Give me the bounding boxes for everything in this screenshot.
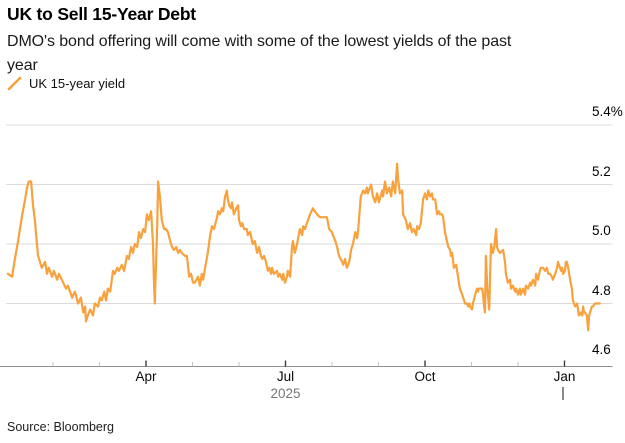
yield-line <box>6 162 601 332</box>
x-tick-label-Jan: Jan <box>553 369 576 384</box>
year-boundary-tick <box>562 387 564 400</box>
x-tick-label-Jul: Jul <box>276 369 295 384</box>
legend: UK 15-year yield <box>7 76 125 91</box>
legend-line-marker-icon <box>7 76 22 91</box>
x-tick-label-Apr: Apr <box>135 369 157 384</box>
y-tick-label-4.8: 4.8 <box>592 282 611 298</box>
x-axis-year-label: 2025 <box>270 386 301 401</box>
y-tick-label-4.6: 4.6 <box>592 342 611 357</box>
x-tick-label-Oct: Oct <box>414 369 436 384</box>
chart-subtitle: DMO's bond offering will come with some … <box>7 33 512 74</box>
source-note: Source: Bloomberg <box>7 420 115 434</box>
page-title: UK to Sell 15-Year Debt <box>7 4 196 24</box>
legend-label: UK 15-year yield <box>29 76 126 91</box>
y-tick-label-5.0: 5.0 <box>592 223 611 238</box>
y-tick-label-5.2: 5.2 <box>592 163 611 179</box>
y-tick-label-5.4%: 5.4% <box>592 104 623 119</box>
